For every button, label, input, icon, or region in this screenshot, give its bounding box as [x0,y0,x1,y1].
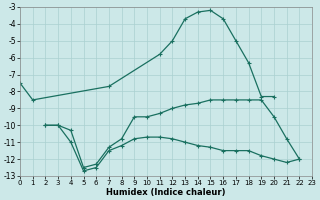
X-axis label: Humidex (Indice chaleur): Humidex (Indice chaleur) [106,188,226,197]
